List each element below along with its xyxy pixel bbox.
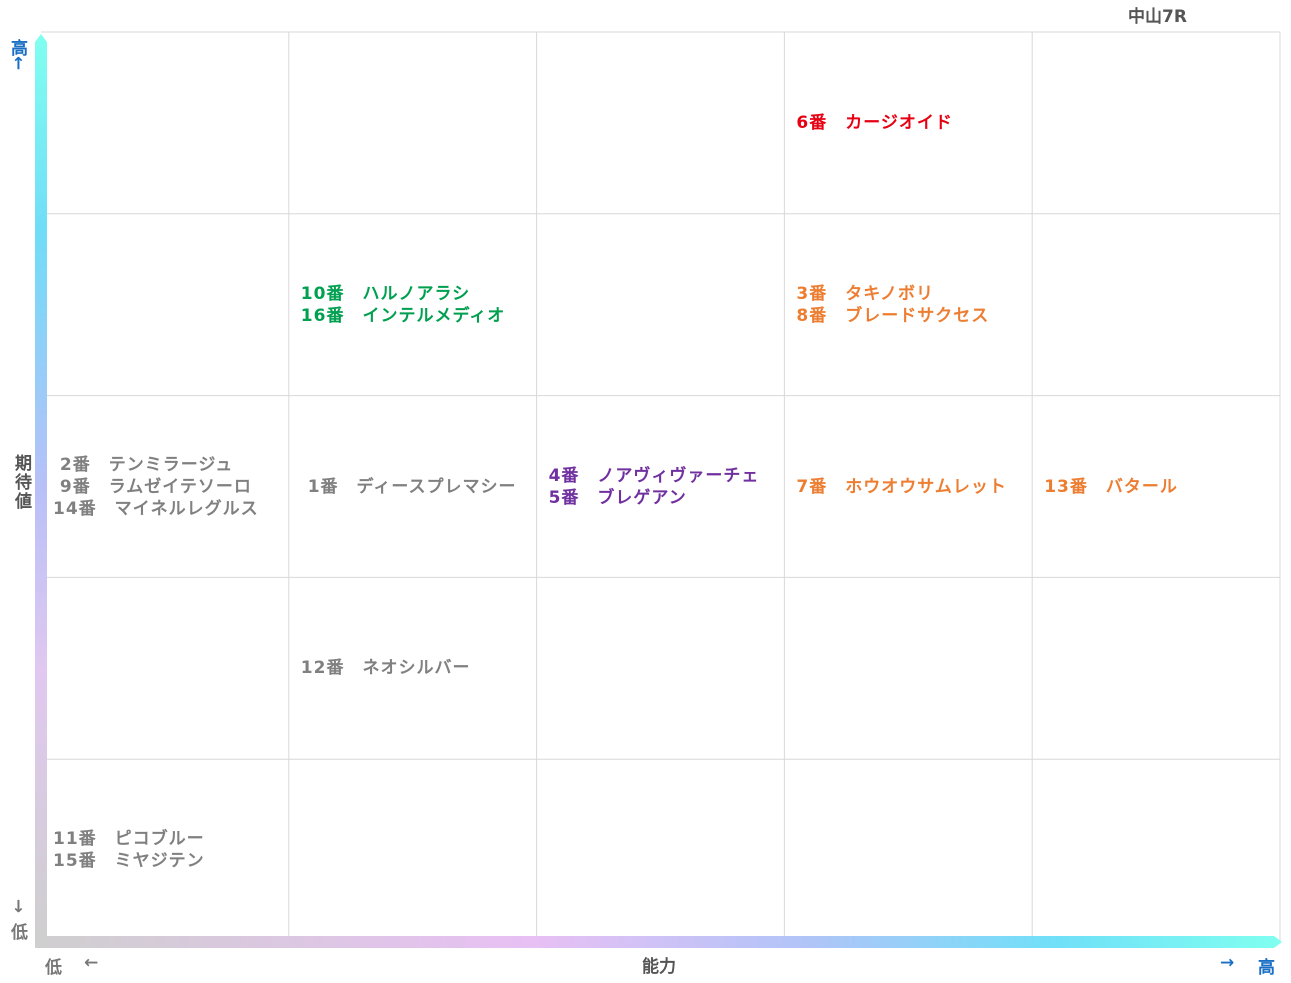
- horse-entry: 10番 ハルノアラシ: [300, 283, 471, 304]
- x-low-arrow: ←: [84, 953, 99, 973]
- horse-entry-group: 4番 ノアヴィヴァーチェ 5番 ブレゲアン: [549, 465, 760, 509]
- y-high-arrow: ←: [8, 55, 29, 71]
- horse-entry: 6番 カージオイド: [796, 112, 953, 133]
- x-axis-label: 能力: [642, 957, 676, 977]
- horse-entry: 4番 ノアヴィヴァーチェ: [548, 465, 760, 486]
- horse-entry: 14番 マイネルレグルス: [53, 498, 259, 519]
- horse-entry: 7番 ホウオウサムレット: [796, 476, 1007, 497]
- horse-entry-group: 12番 ネオシルバー: [301, 657, 471, 679]
- horse-entry: 12番 ネオシルバー: [300, 658, 471, 679]
- horse-entry: 13番 バタール: [1044, 476, 1178, 497]
- horse-entry: 16番 インテルメディオ: [300, 305, 506, 326]
- y-axis-label: 期待値: [11, 454, 31, 511]
- horse-entry-group: 10番 ハルノアラシ 16番 インテルメディオ: [301, 283, 505, 327]
- horse-entry: 1番 ディースプレマシー: [300, 476, 517, 497]
- horse-entry-group: 1番 ディースプレマシー: [301, 476, 517, 498]
- horse-entry: 2番 テンミラージュ: [53, 454, 234, 475]
- horse-entry-group: 7番 ホウオウサムレット: [796, 476, 1007, 498]
- x-axis-bar: [35, 936, 1282, 948]
- horse-entry-group: 13番 バタール: [1044, 476, 1178, 498]
- x-low-label: 低: [45, 958, 62, 978]
- y-high-label: 高: [11, 39, 28, 59]
- horse-entry: 9番 ラムゼイテソーロ: [53, 476, 252, 497]
- y-axis-bar: [35, 34, 47, 942]
- y-low-label: 低: [11, 923, 28, 943]
- horse-entry-group: 2番 テンミラージュ 9番 ラムゼイテソーロ 14番 マイネルレグルス: [53, 454, 259, 520]
- horse-entry: 8番 ブレードサクセス: [796, 305, 990, 326]
- horse-entry: 11番 ピコブルー: [53, 829, 205, 850]
- race-title: 中山7R: [1128, 7, 1187, 27]
- horse-entry: 5番 ブレゲアン: [548, 487, 687, 508]
- x-high-label: 高: [1258, 958, 1275, 978]
- horse-entry-group: 11番 ピコブルー 15番 ミヤジテン: [53, 828, 205, 872]
- grid-lines: [41, 31, 1281, 941]
- x-high-arrow: →: [1220, 953, 1235, 973]
- horse-entry-group: 6番 カージオイド: [796, 112, 953, 134]
- y-low-arrow: →: [8, 898, 29, 914]
- horse-entry: 15番 ミヤジテン: [53, 851, 205, 872]
- horse-entry-group: 3番 タキノボリ 8番 ブレードサクセス: [796, 283, 989, 327]
- horse-entry: 3番 タキノボリ: [796, 283, 935, 304]
